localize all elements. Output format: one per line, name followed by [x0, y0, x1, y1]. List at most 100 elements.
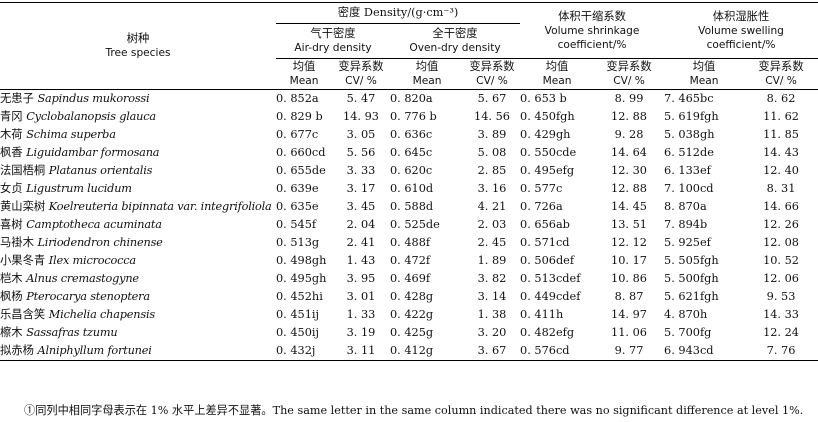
species-cell: 法国梧桐 Platanus orientalis [0, 162, 276, 180]
table-row: 桤木 Alnus cremastogyne 0. 495gh 3. 95 0. 469… [0, 270, 818, 288]
swelling-mean-cell: 8. 870a [664, 200, 707, 213]
species-cell: 枫香 Liguidambar formosana [0, 144, 276, 162]
species-cell: 小果冬青 Ilex micrococca [0, 252, 276, 270]
swelling-mean-cell: 5. 500fgh [664, 272, 719, 285]
species-name-latin: Cyclobalanopsis glauca [26, 110, 156, 123]
species-name-latin: Camptotheca acuminata [26, 218, 162, 231]
species-cell: 乐昌含笑 Michelia chapensis [0, 306, 276, 324]
species-cell: 无患子 Sapindus mukorossi [0, 90, 276, 109]
oven-dry-header-en: Oven-dry density [409, 42, 501, 54]
air-dry-header: 气干密度 Air-dry density [276, 23, 390, 59]
oven-dry-mean-cell: 0. 422g [390, 308, 434, 321]
swelling-mean-cell: 4. 870h [664, 308, 708, 321]
species-name-cn: 木荷 [0, 128, 23, 141]
species-cell: 马褂木 Liriodendron chinense [0, 234, 276, 252]
shrinkage-cv-cell: 14. 45 [611, 200, 647, 213]
oven-dry-cv-cell: 2. 03 [477, 218, 507, 231]
cv-label-en: CV/ % [613, 75, 645, 87]
species-name-cn: 法国梧桐 [0, 164, 46, 177]
species-cell: 黄山栾树 Koelreuteria bipinnata var. integri… [0, 198, 276, 216]
cv-label-cn: 变异系数 [469, 60, 515, 73]
mean-label-cn: 均值 [415, 60, 439, 73]
shrinkage-header-en2: coefficient/% [557, 38, 627, 51]
species-header: 树种 Tree species [0, 2, 276, 90]
air-dry-mean-cell: 0. 450ij [276, 326, 320, 339]
swelling-cv-cell: 14. 33 [763, 308, 799, 321]
air-dry-mean-cell: 0. 639e [276, 182, 319, 195]
mean-label-cn: 均值 [692, 60, 716, 73]
species-cell: 拟赤杨 Alniphyllum fortunei [0, 342, 276, 361]
air-dry-cv-cell: 2. 04 [346, 218, 376, 231]
species-name-cn: 乐昌含笑 [0, 308, 46, 321]
air-dry-cv-cell: 5. 47 [346, 92, 376, 105]
swelling-mean-cell: 6. 943cd [664, 342, 745, 361]
swelling-header-en2: coefficient/% [706, 38, 776, 51]
shrinkage-mean-cell: 0. 653 b [520, 92, 567, 105]
oven-dry-cv-cell: 14. 56 [474, 110, 510, 123]
air-dry-cv-cell: 3. 01 [346, 290, 376, 303]
air-dry-mean-cell: 0. 852a [276, 92, 319, 105]
species-name-latin: Schima superba [26, 128, 116, 141]
shrinkage-mean-cell: 0. 577c [520, 182, 563, 195]
oven-dry-cv-cell: 5. 67 [477, 92, 507, 105]
species-name-cn: 喜树 [0, 218, 23, 231]
shrinkage-cv-cell: 11. 06 [611, 326, 647, 339]
shrinkage-header-en1: Volume shrinkage [544, 24, 640, 37]
shrinkage-cv-cell: 12. 30 [611, 164, 647, 177]
table-row: 青冈 Cyclobalanopsis glauca 0. 829 b 14. 93 0… [0, 108, 818, 126]
shrinkage-cv-cell: 10. 86 [611, 272, 647, 285]
shrinkage-mean-cell: 0. 506def [520, 254, 575, 267]
air-dry-cv-cell: 1. 33 [346, 308, 376, 321]
air-dry-header-cn: 气干密度 [310, 27, 356, 40]
table-row: 枫香 Liguidambar formosana 0. 660cd 5. 56 0. … [0, 144, 818, 162]
shrinkage-mean-cell: 0. 411h [520, 308, 564, 321]
oven-dry-cv-cell: 3. 89 [477, 128, 507, 141]
species-name-cn: 拟赤杨 [0, 344, 34, 357]
swelling-mean-cell: 7. 100cd [664, 182, 714, 195]
oven-dry-mean-cell: 0. 525de [390, 218, 440, 231]
swelling-mean-cell: 5. 700fg [664, 326, 712, 339]
shrink-mean-header: 均值 Mean [520, 58, 595, 90]
shrinkage-cv-cell: 12. 88 [611, 110, 647, 123]
air-mean-header: 均值 Mean [276, 58, 332, 90]
table-row: 拟赤杨 Alniphyllum fortunei 0. 432j 3. 11 0. 4… [0, 342, 818, 361]
swelling-mean-cell: 5. 038gh [664, 128, 715, 141]
shrink-cv-header: 变异系数 CV/ % [594, 58, 665, 90]
species-name-latin: Liguidambar formosana [26, 146, 160, 159]
species-name-latin: Alnus cremastogyne [26, 272, 139, 285]
species-cell: 枫杨 Pterocarya stenoptera [0, 288, 276, 306]
air-dry-mean-cell: 0. 545f [276, 218, 317, 231]
species-name-cn: 枫香 [0, 146, 23, 159]
shrinkage-cv-cell: 8. 99 [614, 92, 644, 105]
species-name-latin: Ligustrum lucidum [26, 182, 132, 195]
swelling-cv-cell: 12. 40 [763, 164, 799, 177]
shrinkage-cv-cell: 10. 17 [611, 254, 647, 267]
oven-dry-cv-cell: 3. 20 [477, 326, 507, 339]
cv-label-cn: 变异系数 [758, 60, 804, 73]
oven-dry-mean-cell: 0. 428g [390, 290, 434, 303]
oven-dry-header: 全干密度 Oven-dry density [390, 23, 521, 59]
swelling-header: 体积湿胀性 Volume swelling coefficient/% [664, 2, 818, 59]
air-dry-mean-cell: 0. 432j [276, 342, 332, 361]
species-cell: 木荷 Schima superba [0, 126, 276, 144]
species-name-cn: 小果冬青 [0, 254, 46, 267]
mean-label-en: Mean [542, 75, 572, 87]
table-row: 小果冬青 Ilex micrococca 0. 498gh 1. 43 0. 472f… [0, 252, 818, 270]
shrinkage-header: 体积干缩系数 Volume shrinkage coefficient/% [520, 2, 665, 59]
table-row: 枫杨 Pterocarya stenoptera 0. 452hi 3. 01 0. … [0, 288, 818, 306]
species-cell: 喜树 Camptotheca acuminata [0, 216, 276, 234]
species-header-en: Tree species [105, 47, 171, 59]
swelling-mean-cell: 7. 894b [664, 218, 708, 231]
air-dry-cv-cell: 3. 45 [346, 200, 376, 213]
shrinkage-mean-cell: 0. 550cde [520, 146, 577, 159]
air-dry-mean-cell: 0. 498gh [276, 254, 327, 267]
air-dry-cv-cell: 2. 41 [346, 236, 376, 249]
oven-dry-header-cn: 全干密度 [432, 27, 478, 40]
mean-label-cn: 均值 [292, 60, 316, 73]
shrinkage-cv-cell: 8. 87 [614, 290, 644, 303]
cv-label-en: CV/ % [476, 75, 508, 87]
swelling-mean-cell: 6. 512de [664, 146, 714, 159]
air-dry-mean-cell: 0. 452hi [276, 290, 323, 303]
swelling-mean-cell: 5. 505fgh [664, 254, 719, 267]
oven-dry-mean-cell: 0. 472f [390, 254, 431, 267]
